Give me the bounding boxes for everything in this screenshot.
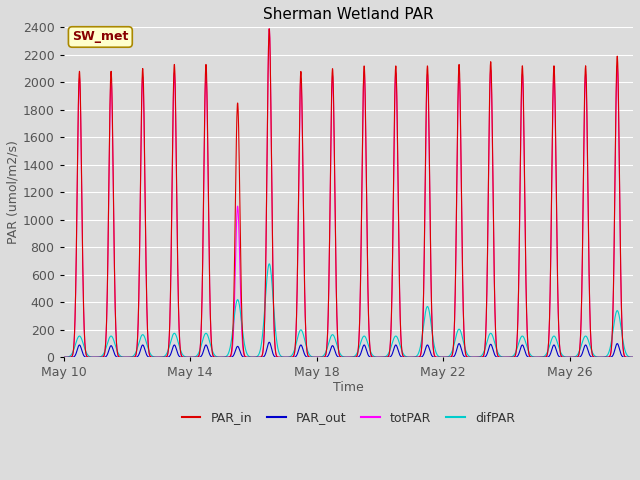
- PAR_out: [414, 354, 422, 360]
- X-axis label: Time: Time: [333, 381, 364, 394]
- totPAR: [266, 26, 273, 32]
- PAR_out: [575, 354, 583, 360]
- Line: totPAR: totPAR: [63, 29, 633, 357]
- PAR_in: [629, 354, 637, 360]
- PAR_out: [182, 354, 189, 360]
- PAR_in: [219, 354, 227, 360]
- PAR_in: [266, 26, 273, 32]
- Line: PAR_out: PAR_out: [63, 342, 633, 357]
- PAR_in: [629, 354, 637, 360]
- Legend: PAR_in, PAR_out, totPAR, difPAR: PAR_in, PAR_out, totPAR, difPAR: [177, 407, 520, 430]
- PAR_in: [575, 350, 583, 356]
- PAR_out: [629, 354, 637, 360]
- totPAR: [219, 354, 227, 360]
- difPAR: [575, 349, 583, 355]
- PAR_in: [404, 354, 412, 360]
- PAR_out: [266, 339, 273, 345]
- Text: SW_met: SW_met: [72, 31, 129, 44]
- Title: Sherman Wetland PAR: Sherman Wetland PAR: [263, 7, 434, 22]
- totPAR: [414, 354, 422, 360]
- PAR_out: [60, 354, 67, 360]
- PAR_out: [219, 354, 227, 360]
- totPAR: [575, 351, 583, 357]
- PAR_in: [60, 354, 67, 360]
- difPAR: [219, 354, 227, 360]
- Line: difPAR: difPAR: [63, 264, 633, 357]
- Line: PAR_in: PAR_in: [63, 29, 633, 357]
- difPAR: [266, 261, 273, 267]
- totPAR: [404, 354, 412, 360]
- difPAR: [404, 354, 412, 360]
- PAR_out: [404, 354, 412, 360]
- Y-axis label: PAR (umol/m2/s): PAR (umol/m2/s): [7, 140, 20, 244]
- totPAR: [629, 354, 637, 360]
- totPAR: [629, 354, 637, 360]
- PAR_in: [182, 354, 189, 360]
- difPAR: [182, 354, 189, 360]
- PAR_in: [414, 354, 422, 360]
- difPAR: [60, 354, 67, 360]
- PAR_out: [629, 354, 637, 360]
- totPAR: [60, 354, 67, 360]
- difPAR: [414, 351, 422, 357]
- totPAR: [182, 354, 189, 360]
- difPAR: [629, 354, 637, 360]
- difPAR: [629, 354, 637, 360]
